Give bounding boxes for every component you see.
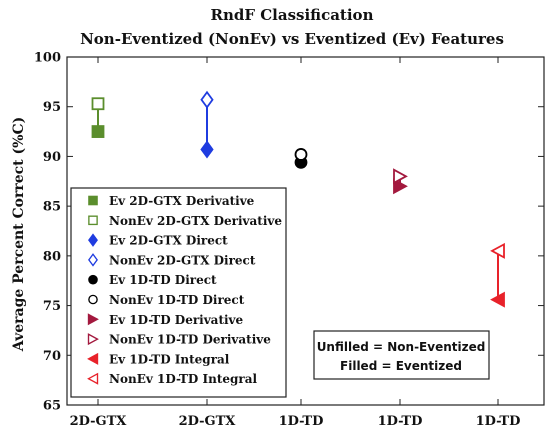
data-markers <box>91 90 505 308</box>
x-tick-label: 1D-TD <box>476 414 521 429</box>
legend-label: NonEv 1D-TD Derivative <box>109 333 271 347</box>
plot-area <box>66 56 545 406</box>
y-axis-label: Average Percent Correct (%C) <box>11 117 27 352</box>
legend-item: Ev 1D-TD Direct <box>88 273 217 287</box>
legend-marker-ev-2d-gtx-derivative <box>88 195 98 206</box>
chart-subtitle: Non-Eventized (NonEv) vs Eventized (Ev) … <box>80 30 504 48</box>
y-tick-label: 75 <box>43 299 61 314</box>
legend-marker-nonev-1d-td-derivative <box>87 333 99 346</box>
point-ev-1d-td-integral <box>490 291 505 308</box>
legend-marker-ev-2d-gtx-direct <box>88 233 98 247</box>
x-tick-label: 1D-TD <box>279 414 324 429</box>
legend-label: NonEv 1D-TD Direct <box>109 293 245 307</box>
point-ev-2d-gtx-derivative <box>91 125 105 138</box>
legend-label: Ev 1D-TD Integral <box>109 352 230 366</box>
point-nonev-1d-td-direct <box>294 148 308 161</box>
y-tick-label: 100 <box>34 51 61 66</box>
point-nonev-2d-gtx-direct <box>200 90 214 109</box>
legend-label: Ev 1D-TD Derivative <box>109 313 244 327</box>
legend-label: NonEv 1D-TD Integral <box>109 372 257 386</box>
point-ev-2d-gtx-direct <box>200 140 214 159</box>
point-nonev-1d-td-derivative <box>393 168 408 185</box>
legend-label: NonEv 2D-GTX Direct <box>109 253 256 267</box>
y-tick-label: 80 <box>43 249 61 264</box>
annotation-line-filled: Filled = Eventized <box>340 359 462 373</box>
y-tick-label: 95 <box>43 100 61 115</box>
point-ev-1d-td-derivative <box>393 178 408 195</box>
legend-item: Ev 1D-TD Derivative <box>87 313 244 327</box>
legend-item: NonEv 2D-GTX Derivative <box>88 214 282 228</box>
chart-title: RndF Classification <box>211 6 374 24</box>
legend-label: NonEv 2D-GTX Derivative <box>109 214 282 228</box>
legend: Ev 2D-GTX Derivative NonEv 2D-GTX Derivat… <box>70 187 287 398</box>
y-tick-label: 70 <box>43 349 61 364</box>
legend-item: NonEv 2D-GTX Direct <box>88 253 256 267</box>
y-tick-label: 90 <box>43 150 61 165</box>
legend-marker-ev-1d-td-direct <box>88 274 98 285</box>
legend-marker-ev-1d-td-integral <box>87 352 99 365</box>
legend-marker-nonev-1d-td-integral <box>87 372 99 385</box>
legend-item: Ev 2D-GTX Derivative <box>88 194 255 208</box>
legend-marker-nonev-1d-td-direct <box>88 294 98 305</box>
point-nonev-2d-gtx-derivative <box>91 97 105 111</box>
x-axis-ticks: 2D-GTX 2D-GTX 1D-TD 1D-TD 1D-TD <box>70 57 521 429</box>
legend-item: Ev 2D-GTX Direct <box>88 233 228 248</box>
x-tick-label: 2D-GTX <box>70 414 128 429</box>
annotation-box <box>313 330 490 380</box>
point-nonev-1d-td-integral <box>490 242 505 259</box>
annotation-line-unfilled: Unfilled = Non-Eventized <box>317 340 486 354</box>
legend-label: Ev 2D-GTX Direct <box>109 234 228 248</box>
legend-box <box>70 187 287 398</box>
legend-item: NonEv 1D-TD Direct <box>88 293 245 307</box>
legend-marker-nonev-2d-gtx-derivative <box>88 215 98 226</box>
legend-marker-ev-1d-td-derivative <box>87 313 99 326</box>
legend-marker-nonev-2d-gtx-direct <box>88 253 98 267</box>
legend-label: Ev 1D-TD Direct <box>109 273 217 287</box>
y-tick-label: 65 <box>43 399 61 414</box>
y-axis-ticks: 65 70 75 80 85 90 95 100 <box>34 51 544 414</box>
x-tick-label: 2D-GTX <box>179 414 237 429</box>
annotation-note: Unfilled = Non-Eventized Filled = Eventi… <box>313 330 490 380</box>
y-tick-label: 85 <box>43 200 61 215</box>
legend-items: Ev 2D-GTX Derivative NonEv 2D-GTX Derivat… <box>87 194 282 386</box>
legend-item: Ev 1D-TD Integral <box>87 352 230 366</box>
x-tick-label: 1D-TD <box>378 414 423 429</box>
legend-item: NonEv 1D-TD Integral <box>87 372 257 386</box>
legend-label: Ev 2D-GTX Derivative <box>109 194 255 208</box>
legend-item: NonEv 1D-TD Derivative <box>87 333 271 347</box>
